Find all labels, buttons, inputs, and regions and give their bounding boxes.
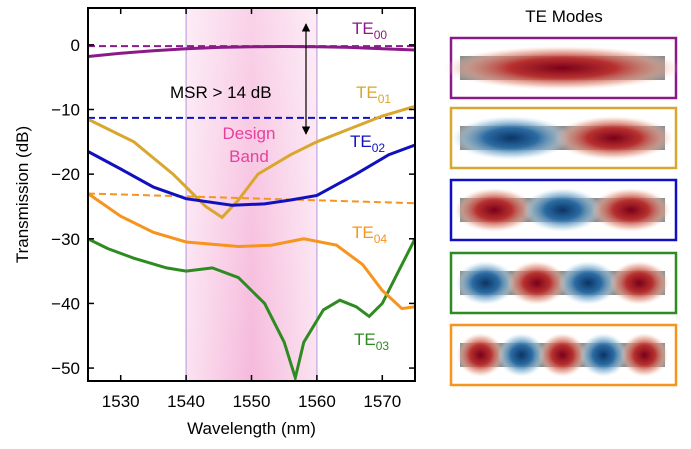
series-label: TE03 [354, 330, 389, 353]
mode-lobe [451, 116, 571, 160]
mode-lobe [591, 188, 671, 232]
series-label-sub: 02 [372, 141, 386, 155]
series-label-main: TE [352, 223, 374, 242]
x-tick-label: 1540 [167, 392, 205, 411]
y-tick-label: −50 [51, 359, 80, 378]
x-axis-label: Wavelength (nm) [187, 419, 316, 438]
plot-lines [88, 44, 415, 381]
y-axis-label: Transmission (dB) [13, 126, 32, 263]
series-label: TE01 [356, 83, 391, 106]
mode-lobe [507, 261, 567, 305]
mode-lobe [609, 261, 670, 305]
mode-lobe [455, 261, 516, 305]
series-line [88, 44, 415, 58]
series-label-sub: 00 [374, 28, 388, 42]
x-tick-label: 1570 [363, 392, 401, 411]
band-label: Design [223, 124, 276, 143]
x-tick-label: 1550 [233, 392, 271, 411]
mode-lobe [554, 116, 674, 160]
mode-lobe [620, 333, 669, 377]
series-line [88, 192, 415, 311]
y-tick-label: −10 [51, 100, 80, 119]
series-line [88, 143, 415, 207]
series-label-main: TE [352, 19, 374, 38]
series-line [88, 237, 415, 381]
panel-title: TE Modes [525, 7, 602, 26]
series-label: TE04 [352, 223, 387, 246]
mode-lobe [497, 333, 546, 377]
x-tick-label: 1560 [298, 392, 336, 411]
series-label-main: TE [350, 132, 372, 151]
series-label-main: TE [354, 330, 376, 349]
mode-lobe [558, 261, 618, 305]
y-tick-label: −30 [51, 230, 80, 249]
series-label-sub: 03 [376, 339, 390, 353]
series-label-main: TE [356, 83, 378, 102]
band-label: Band [229, 147, 269, 166]
x-tick-label: 1530 [102, 392, 140, 411]
y-tick-label: −40 [51, 294, 80, 313]
mode-lobe [456, 333, 505, 377]
series-label: TE02 [350, 132, 385, 155]
y-tick-label: −20 [51, 165, 80, 184]
series-line [88, 104, 415, 220]
mode-lobe [579, 333, 628, 377]
mode-lobe [522, 188, 603, 232]
y-tick-label: 0 [71, 36, 80, 55]
mode-lobe [538, 333, 587, 377]
design-band-shade [186, 8, 317, 381]
series-label-sub: 01 [378, 92, 392, 106]
mode-lobe [454, 188, 534, 232]
series-label-sub: 04 [374, 232, 388, 246]
annotation: MSR > 14 dB [170, 83, 272, 102]
series-label: TE00 [352, 19, 387, 42]
mode-lobe [443, 46, 682, 90]
